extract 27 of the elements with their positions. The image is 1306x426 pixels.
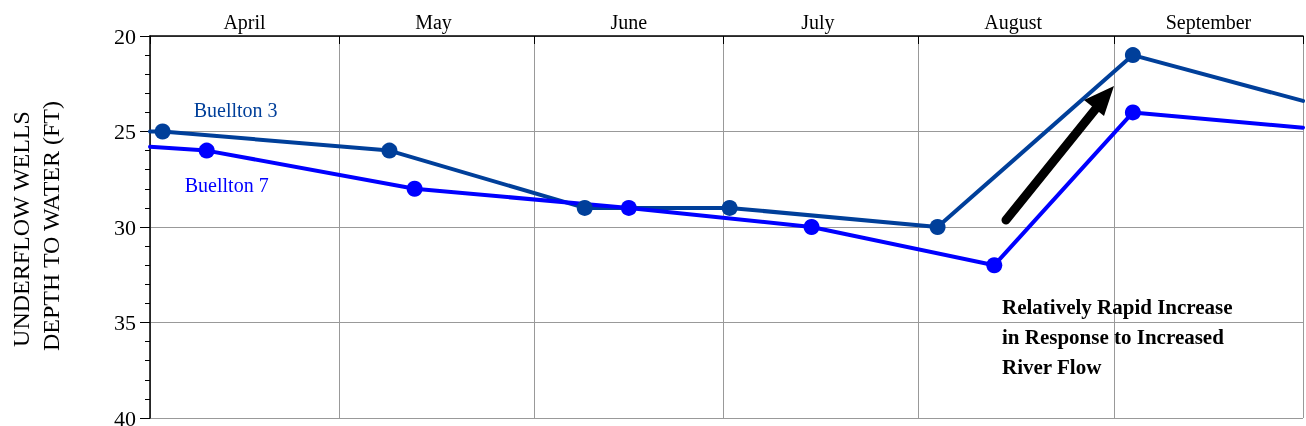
y-axis-title: UNDERFLOW WELLS DEPTH TO WATER (FT) xyxy=(8,100,64,352)
y-tick-label: 20 xyxy=(114,23,136,49)
point xyxy=(986,257,1003,274)
point xyxy=(154,123,171,140)
x-tick-label: September xyxy=(1165,11,1252,34)
point xyxy=(198,142,215,159)
point xyxy=(1124,47,1141,64)
y-tick-label: 40 xyxy=(114,405,136,426)
y-tick-label: 30 xyxy=(114,214,136,240)
y-tick-label: 35 xyxy=(114,310,136,335)
x-tick-label: May xyxy=(415,11,452,34)
point xyxy=(803,219,820,235)
x-tick-label: July xyxy=(801,11,835,34)
point xyxy=(1124,104,1141,121)
point xyxy=(929,219,946,235)
point xyxy=(721,199,738,216)
annotation: Relatively Rapid Increase in Response to Increased River Flow xyxy=(1002,295,1238,379)
point xyxy=(406,180,423,197)
series-label: Buellton 3 xyxy=(193,98,278,121)
x-tick-label: June xyxy=(610,11,648,33)
point xyxy=(620,199,637,216)
y-tick-label: 25 xyxy=(114,119,136,144)
x-tick-label: April xyxy=(223,11,267,34)
x-tick-label: August xyxy=(984,11,1043,34)
series-label: Buellton 7 xyxy=(184,173,269,196)
point xyxy=(381,142,398,159)
point xyxy=(576,199,593,216)
